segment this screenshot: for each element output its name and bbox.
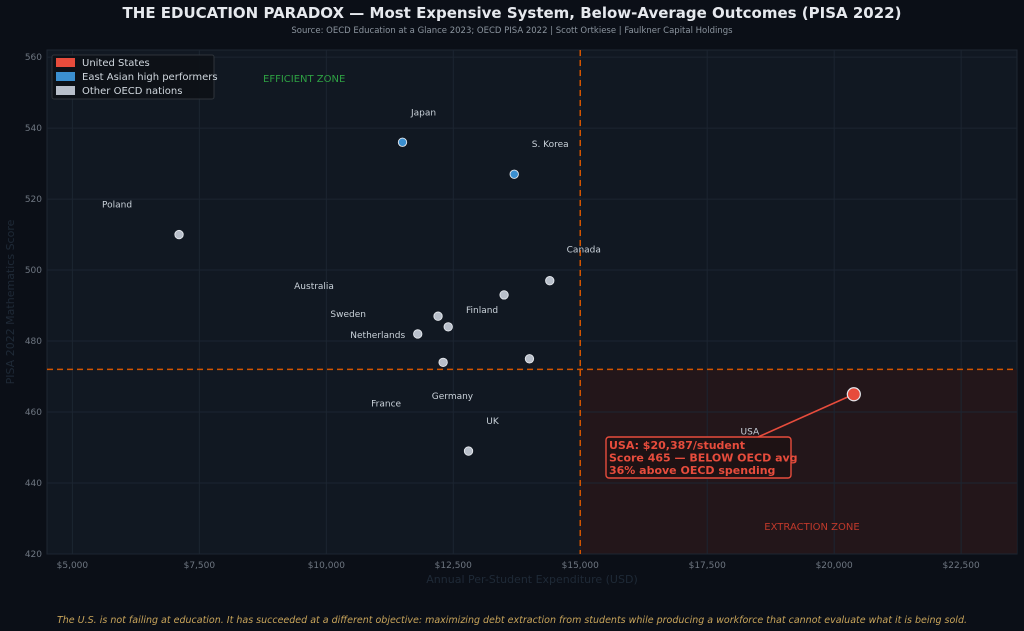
data-point xyxy=(397,137,408,147)
x-tick-label: $22,500 xyxy=(943,561,980,571)
data-point xyxy=(463,446,474,456)
y-tick-label: 440 xyxy=(25,479,42,489)
point-label: Canada xyxy=(567,246,601,256)
data-point xyxy=(545,276,555,286)
x-tick-label: $5,000 xyxy=(57,561,89,571)
legend-label: East Asian high performers xyxy=(82,72,218,83)
point-label: Netherlands xyxy=(350,331,405,341)
data-point xyxy=(438,357,448,367)
y-tick-label: 480 xyxy=(25,337,42,347)
y-tick-label: 500 xyxy=(25,266,42,276)
usa-callout-text: USA: $20,387/student xyxy=(609,439,745,452)
y-tick-label: 420 xyxy=(25,550,42,560)
x-tick-label: $20,000 xyxy=(816,561,853,571)
point-label: Australia xyxy=(294,282,334,292)
legend-swatch xyxy=(56,58,75,67)
legend: United States East Asian high performers O… xyxy=(51,54,218,100)
plot-area: $5,000 $7,500 $10,000 $12,500 $15,000 $17,500… xyxy=(25,49,1018,571)
data-point xyxy=(846,387,861,402)
chart-subtitle: Source: OECD Education at a Glance 2023;… xyxy=(291,26,733,36)
point-label: Sweden xyxy=(330,310,366,320)
point-label: Germany xyxy=(432,392,474,402)
legend-label: Other OECD nations xyxy=(82,86,182,97)
data-point xyxy=(413,329,423,339)
point-label: S. Korea xyxy=(532,140,569,150)
data-point xyxy=(174,229,184,240)
point-label: USA xyxy=(741,427,760,437)
point-label: Finland xyxy=(466,306,498,316)
legend-swatch xyxy=(56,72,75,81)
point-label: UK xyxy=(486,417,500,427)
usa-callout-connector xyxy=(757,393,855,438)
y-axis-label: PISA 2022 Mathematics Score xyxy=(4,219,17,384)
legend-swatch xyxy=(56,86,75,95)
y-tick-label: 460 xyxy=(25,408,42,418)
data-point xyxy=(524,354,535,364)
x-tick-label: $15,000 xyxy=(562,561,599,571)
y-tick-label: 520 xyxy=(25,195,42,205)
point-label: Poland xyxy=(102,201,132,211)
point-label: France xyxy=(371,399,401,409)
usa-callout-text: Score 465 — BELOW OECD avg xyxy=(609,452,798,465)
legend-label: United States xyxy=(82,58,150,69)
data-point xyxy=(509,169,519,179)
data-point xyxy=(433,311,443,321)
x-tick-label: $7,500 xyxy=(184,561,216,571)
efficient-zone-label: EFFICIENT ZONE xyxy=(263,74,345,85)
usa-callout-text: 36% above OECD spending xyxy=(609,464,775,477)
extraction-zone-label: EXTRACTION ZONE xyxy=(764,522,859,533)
y-tick-label: 560 xyxy=(25,53,42,63)
data-point xyxy=(443,322,453,332)
x-tick-label: $12,500 xyxy=(435,561,472,571)
chart-title: THE EDUCATION PARADOX — Most Expensive S… xyxy=(123,4,902,22)
usa-callout-box xyxy=(605,436,792,479)
x-axis-label: Annual Per-Student Expenditure (USD) xyxy=(426,573,637,586)
point-label: Japan xyxy=(410,108,436,118)
legend-box xyxy=(51,54,215,100)
x-tick-label: $10,000 xyxy=(308,561,345,571)
x-tick-label: $17,500 xyxy=(689,561,726,571)
y-tick-label: 540 xyxy=(25,124,42,134)
footer-note: The U.S. is not failing at education. It… xyxy=(57,615,967,626)
data-point xyxy=(499,290,509,300)
